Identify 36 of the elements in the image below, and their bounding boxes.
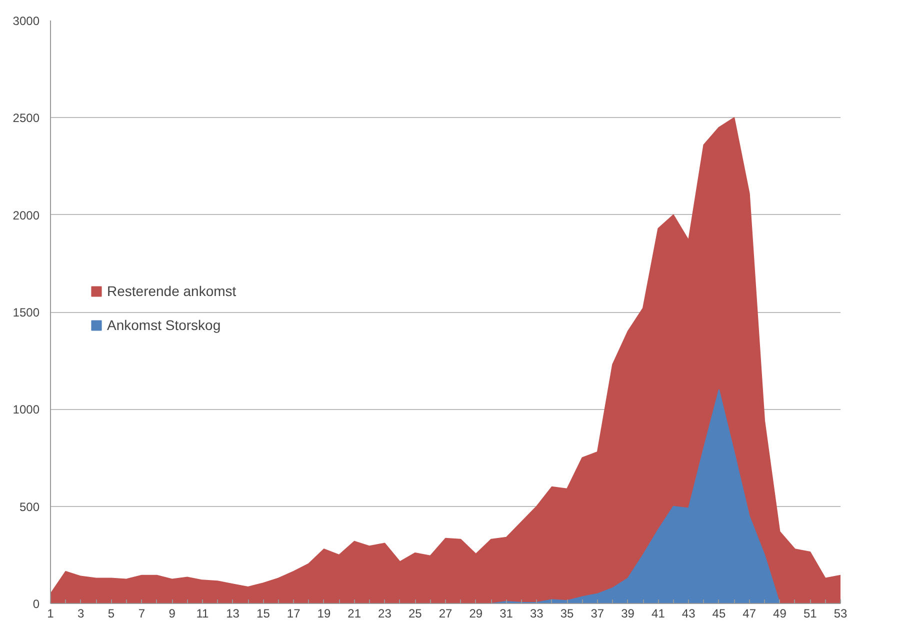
x-tick-label: 23: [378, 606, 392, 620]
x-tick-label: 43: [682, 606, 696, 620]
x-tick-label: 9: [168, 606, 176, 620]
x-tick-label: 31: [500, 606, 514, 620]
x-tick-label: 47: [742, 606, 756, 620]
x-tick-label: 45: [712, 606, 726, 620]
x-tick-label: 41: [652, 606, 666, 620]
x-tick-label: 17: [286, 606, 301, 620]
x-tick-label: 5: [108, 606, 115, 620]
x-tick-label: 27: [438, 606, 452, 620]
x-tick-label: 53: [834, 606, 848, 620]
y-tick-label: 2500: [12, 111, 40, 126]
x-tick-label: 19: [317, 606, 331, 620]
x-tick-label: 11: [196, 606, 209, 620]
y-tick-label: 1500: [12, 306, 40, 320]
x-tick-label: 25: [408, 606, 422, 620]
y-tick-label: 0: [32, 597, 40, 611]
legend-label: Ankomst Storskog: [107, 317, 221, 333]
x-tick-label: 39: [621, 606, 635, 620]
x-tick-label: 51: [803, 606, 818, 620]
x-tick-label: 29: [469, 606, 483, 620]
x-tick-label: 21: [348, 606, 362, 620]
x-tick-label: 13: [226, 606, 240, 620]
x-tick-label: 35: [560, 606, 574, 620]
x-tick-label: 7: [138, 606, 146, 620]
y-tick-label: 1000: [12, 402, 40, 417]
x-tick-label: 1: [47, 606, 54, 620]
x-tick-label: 49: [773, 606, 787, 620]
x-tick-label: 3: [78, 606, 85, 620]
y-tick-label: 2000: [12, 208, 40, 222]
x-tick-label: 15: [256, 606, 270, 620]
legend-label: Resterende ankomst: [107, 283, 236, 299]
y-tick-label: 500: [19, 500, 40, 514]
x-tick-label: 33: [530, 606, 544, 620]
y-tick-label: 3000: [12, 14, 40, 28]
x-tick-label: 37: [590, 606, 604, 620]
